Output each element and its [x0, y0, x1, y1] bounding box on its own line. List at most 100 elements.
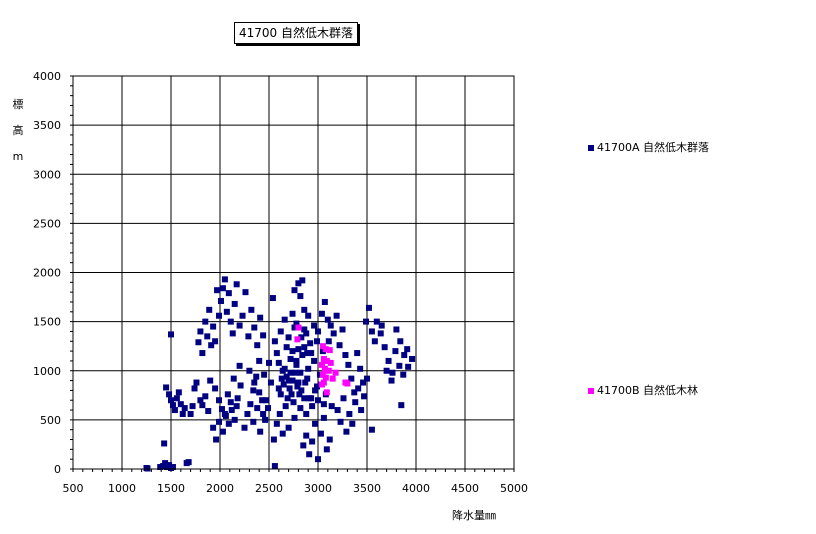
data-point-a: [303, 432, 310, 439]
y-tick-label: 2500: [33, 217, 61, 230]
data-point-a: [161, 440, 168, 447]
data-point-a: [405, 363, 412, 370]
data-point-a: [301, 395, 308, 402]
data-point-a: [185, 459, 192, 466]
data-point-a: [256, 389, 263, 396]
data-point-a: [286, 385, 293, 392]
data-point-a: [361, 393, 368, 400]
data-point-a: [271, 338, 278, 345]
data-point-a: [326, 436, 333, 443]
data-point-a: [204, 333, 211, 340]
data-point-b: [294, 336, 301, 343]
data-point-a: [288, 391, 295, 398]
data-point-a: [303, 410, 310, 417]
data-point-a: [291, 414, 298, 421]
data-point-a: [278, 375, 285, 382]
data-point-a: [301, 326, 308, 333]
data-point-a: [217, 297, 224, 304]
data-point-a: [277, 328, 284, 335]
data-point-a: [225, 420, 232, 427]
x-tick-label: 3500: [353, 482, 381, 495]
data-point-a: [233, 403, 240, 410]
data-point-a: [193, 379, 200, 386]
data-point-a: [309, 403, 316, 410]
data-point-a: [216, 397, 223, 404]
x-tick-label: 3000: [304, 482, 332, 495]
data-point-a: [199, 402, 206, 409]
data-point-a: [280, 381, 287, 388]
data-point-a: [189, 403, 196, 410]
data-point-a: [283, 344, 290, 351]
data-point-a: [237, 382, 244, 389]
data-point-b: [344, 380, 351, 387]
data-point-a: [301, 344, 308, 351]
data-point-a: [302, 379, 309, 386]
data-point-a: [197, 328, 204, 335]
data-point-a: [199, 350, 206, 357]
data-point-a: [360, 379, 367, 386]
data-point-a: [317, 430, 324, 437]
data-point-a: [355, 385, 362, 392]
data-point-a: [295, 346, 302, 353]
data-point-a: [242, 289, 249, 296]
data-point-a: [281, 365, 288, 372]
data-point-a: [227, 399, 234, 406]
y-tick-label: 2000: [33, 267, 61, 280]
data-point-a: [213, 436, 220, 443]
data-point-b: [325, 367, 332, 374]
data-point-a: [346, 410, 353, 417]
data-point-a: [207, 377, 214, 384]
data-point-a: [296, 391, 303, 398]
data-point-a: [320, 414, 327, 421]
data-point-a: [396, 362, 403, 369]
data-point-a: [223, 308, 230, 315]
data-point-a: [277, 391, 284, 398]
data-point-a: [309, 438, 316, 445]
data-point-a: [275, 359, 282, 366]
data-point-a: [177, 401, 184, 408]
x-tick-label: 5000: [500, 482, 528, 495]
data-point-b: [327, 359, 334, 366]
grid: [72, 75, 515, 470]
data-point-b: [318, 381, 325, 388]
data-point-a: [202, 318, 209, 325]
data-point-a: [383, 367, 390, 374]
data-point-a: [340, 395, 347, 402]
data-point-a: [269, 295, 276, 302]
data-point-a: [301, 306, 308, 313]
data-point-b: [323, 357, 330, 364]
data-point-a: [324, 316, 331, 323]
data-point-a: [358, 407, 365, 414]
data-point-a: [306, 395, 313, 402]
data-point-a: [342, 352, 349, 359]
data-point-a: [250, 418, 257, 425]
data-point-a: [312, 420, 319, 427]
data-point-a: [315, 328, 321, 335]
data-point-a: [251, 324, 258, 331]
data-point-a: [298, 334, 305, 341]
data-point-a: [261, 371, 268, 378]
data-point-a: [270, 436, 277, 443]
data-point-a: [168, 331, 174, 338]
data-point-a: [404, 346, 411, 353]
data-point-a: [253, 373, 260, 380]
data-point-a: [259, 397, 266, 404]
data-point-a: [210, 424, 217, 431]
data-point-a: [256, 357, 263, 364]
y-tick-label: 0: [54, 463, 61, 476]
y-axis-label-char: 標: [12, 98, 24, 111]
data-point-a: [398, 402, 405, 409]
data-point-a: [254, 405, 261, 412]
data-point-a: [351, 389, 358, 396]
data-point-a: [285, 334, 292, 341]
data-point-b: [322, 374, 329, 381]
data-point-a: [345, 361, 352, 368]
data-point-a: [289, 377, 296, 384]
y-tick-label: 1000: [33, 365, 61, 378]
data-point-a: [219, 285, 226, 292]
data-point-a: [225, 290, 232, 297]
data-point-a: [354, 350, 361, 357]
data-point-a: [303, 330, 310, 337]
data-point-a: [248, 306, 255, 313]
